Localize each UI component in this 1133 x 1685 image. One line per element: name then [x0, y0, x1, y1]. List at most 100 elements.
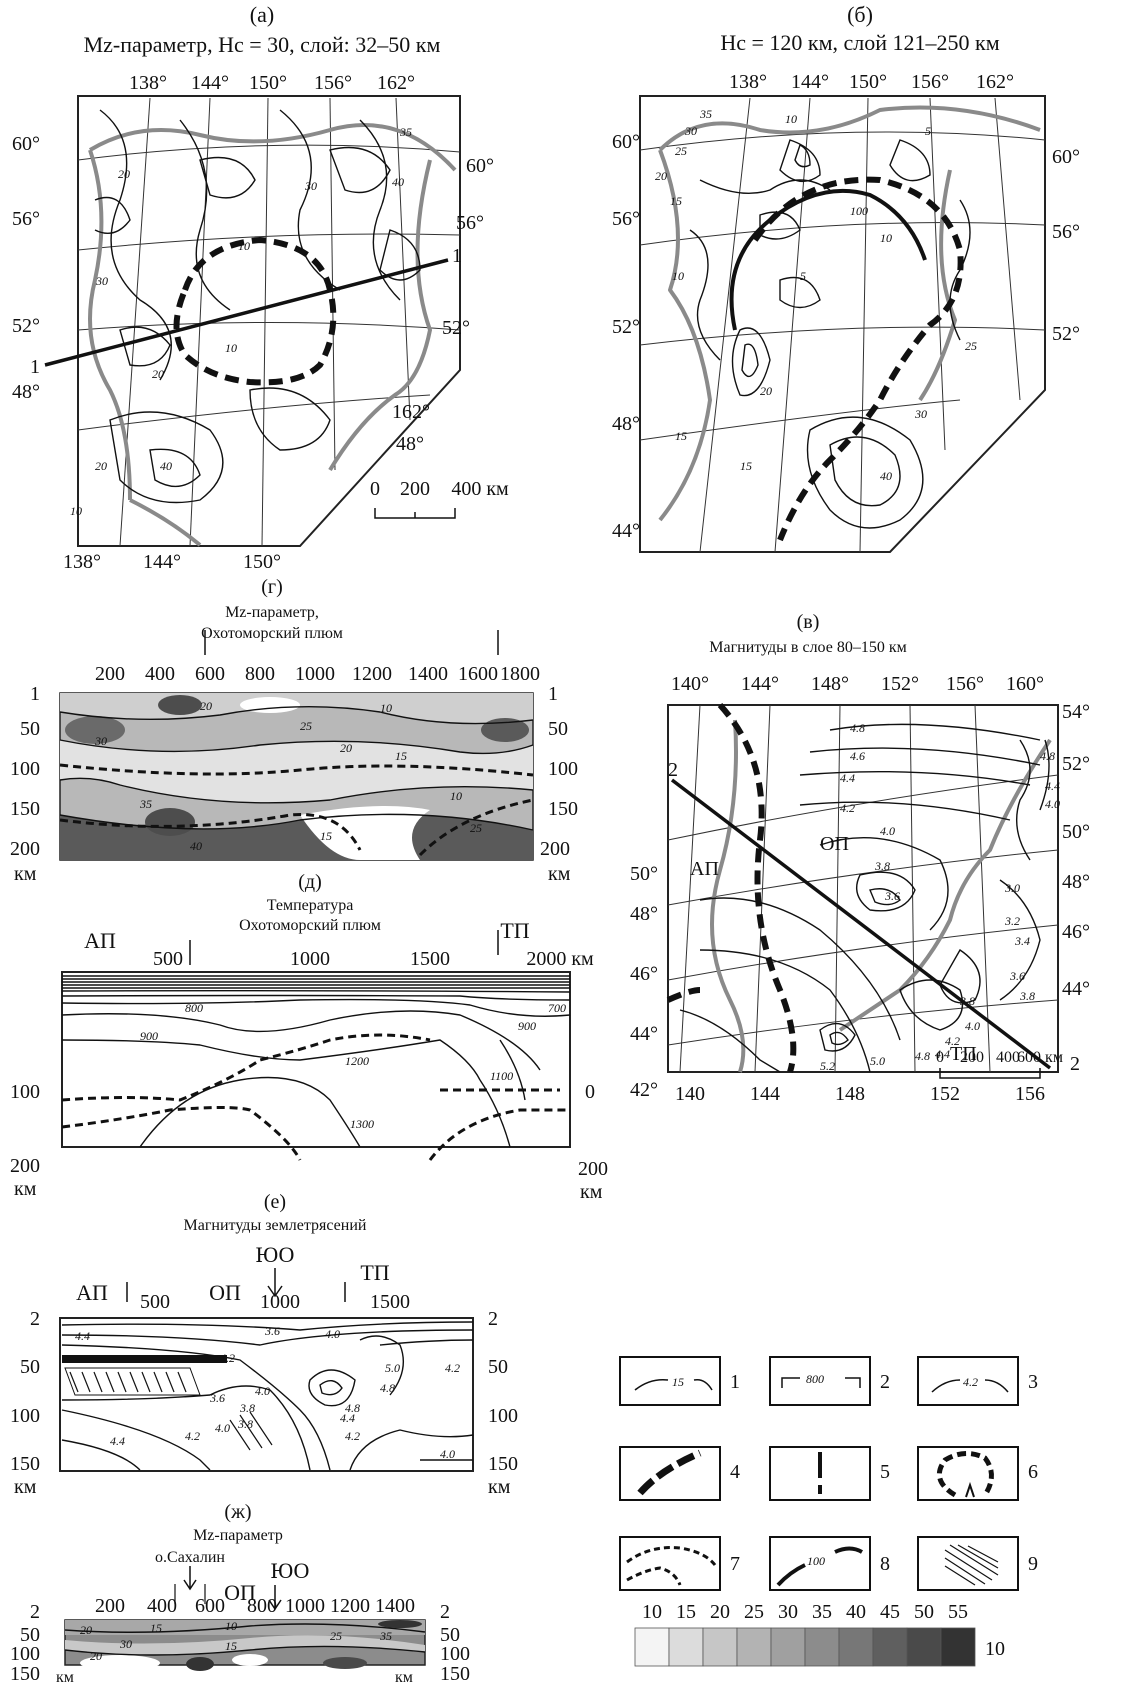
- panel-a-contour-label: 20: [95, 459, 107, 473]
- panel-g-y-tick-right: 50: [548, 718, 568, 740]
- panel-v-lon-top: 160°: [1006, 673, 1044, 695]
- legend-num-4: 4: [730, 1461, 740, 1483]
- panel-d-x-tick: 2000 км: [526, 948, 594, 970]
- legend-scale-swatch: [906, 1627, 942, 1667]
- legend-sample-1: 15: [672, 1375, 684, 1389]
- panel-a-contour-label: 40: [160, 459, 172, 473]
- panel-b-lon-top-2: 150°: [849, 71, 887, 93]
- panel-v-title: Магнитуды в слое 80–150 км: [709, 639, 907, 656]
- panel-v-profile-label-right: 2: [1070, 1053, 1080, 1075]
- legend-scale-value: 20: [710, 1601, 730, 1623]
- panel-v-lon-top: 140°: [671, 673, 709, 695]
- panel-e-contour-label: 4.2: [345, 1429, 360, 1443]
- panel-zh-y-unit-left: км: [56, 1669, 74, 1685]
- panel-e-contour-label: 3.8: [239, 1401, 255, 1415]
- panel-v-profile-line: [670, 778, 1052, 1070]
- legend-box-4: [619, 1446, 721, 1501]
- panel-e-contour-label: 4.4: [110, 1434, 125, 1448]
- panel-v-contour-label: 3.4: [1014, 934, 1030, 948]
- panel-b-lon-top-3: 156°: [911, 71, 949, 93]
- panel-d-contour-label: 1300: [350, 1117, 374, 1131]
- panel-b-lat-left-1: 56°: [612, 208, 640, 230]
- panel-e-y-tick-right: 2: [488, 1308, 498, 1330]
- panel-v-contour-label: 5.2: [820, 1059, 835, 1073]
- panel-d-y-left: 100: [10, 1081, 40, 1103]
- panel-b-contour-label: 15: [675, 429, 687, 443]
- panel-d-region-right: ТП: [500, 918, 529, 943]
- panel-b-contour-label: 35: [699, 107, 712, 121]
- panel-zh-y-unit-right: км: [395, 1669, 413, 1685]
- panel-e-region-tp: ТП: [360, 1260, 389, 1285]
- legend-grayscale: 10 15 20 25 30 35 40 45 50 55 10: [634, 1601, 1005, 1667]
- panel-b-lon-top-0: 138°: [729, 71, 767, 93]
- panel-v-contour-label: 4.4: [1045, 779, 1060, 793]
- panel-e-isolines: [61, 1321, 474, 1471]
- legend-box-8: [769, 1536, 871, 1591]
- panel-d-dashed-line: [428, 1108, 570, 1161]
- panel-g-contour-label: 40: [190, 839, 202, 853]
- panel-zh-x-tick: 800: [247, 1595, 277, 1617]
- panel-e-y-unit-left: км: [14, 1476, 37, 1498]
- panel-e-y-tick-left: 100: [10, 1405, 40, 1427]
- panel-a-lon-top-3: 156°: [314, 72, 352, 94]
- panel-a-frame: [77, 95, 461, 547]
- panel-e-contour-label: 3.8: [237, 1417, 253, 1431]
- panel-v-scale-bar: 0 200 400 600 км: [936, 1049, 1063, 1079]
- panel-e-contour-label: 4.2: [220, 1351, 235, 1365]
- panel-v-lat-left: 48°: [630, 903, 658, 925]
- panel-e-y-unit-right: км: [488, 1476, 511, 1498]
- panel-e-x-tick: 1500: [370, 1291, 410, 1313]
- panel-e-marker: ЮО: [256, 1242, 295, 1267]
- panel-a-lon-right: 162°: [392, 401, 430, 423]
- panel-b-contour-label: 25: [965, 339, 977, 353]
- panel-d-dashed-line: [61, 1106, 302, 1161]
- panel-d-x-tick: 1000: [290, 948, 330, 970]
- legend-scale-swatch: [770, 1627, 806, 1667]
- panel-v-contour-label: 4.8: [1040, 749, 1055, 763]
- panel-v-contour-label: 5.0: [870, 1054, 885, 1068]
- panel-b-lat-right-0: 60°: [1052, 146, 1080, 168]
- legend-scale-num: 10: [985, 1638, 1005, 1660]
- panel-e-contour-label: 4.4: [340, 1411, 355, 1425]
- panel-v-scale-b: 400: [996, 1049, 1020, 1066]
- panel-b-contour-label: 15: [670, 194, 682, 208]
- panel-g-contour-label: 30: [94, 734, 107, 748]
- panel-d-y-left: 200: [10, 1155, 40, 1177]
- legend-num-8: 8: [880, 1553, 890, 1575]
- panel-v-contour-label: 4.0: [880, 824, 895, 838]
- panel-a-letter: (а): [250, 2, 274, 27]
- panel-d-y-unit-right: км: [580, 1181, 603, 1203]
- panel-v-lon-bottom: 144: [750, 1083, 780, 1105]
- panel-d-x-tick: 500: [153, 948, 183, 970]
- panel-b-contour-label: 10: [785, 112, 797, 126]
- legend-box-2: [769, 1356, 871, 1406]
- legend-scale-value: 55: [948, 1601, 968, 1623]
- panel-g-y-unit-right: км: [548, 863, 571, 885]
- panel-a-contour-label: 30: [304, 179, 317, 193]
- legend-scale-swatch: [736, 1627, 772, 1667]
- panel-e-contour-label: 4.8: [345, 1401, 360, 1415]
- panel-zh-island: о.Сахалин: [155, 1549, 225, 1566]
- panel-v-region-tp: ТП: [950, 1043, 977, 1065]
- legend-num-3: 3: [1028, 1371, 1038, 1393]
- panel-b-contour-label: 20: [655, 169, 667, 183]
- panel-v-coastline: [710, 719, 1052, 1073]
- panel-a-contour-label: 20: [118, 167, 130, 181]
- panel-e-x-tick: 1000: [260, 1291, 300, 1313]
- panel-d-x-tick: 1500: [410, 948, 450, 970]
- panel-a-coastline: [88, 123, 457, 547]
- panel-e-contour-label: 4.8: [380, 1381, 395, 1395]
- panel-e-contour-label: 4.2: [185, 1429, 200, 1443]
- panel-v-scale-a: 200: [960, 1049, 984, 1066]
- panel-g-x-tick: 1400: [408, 663, 448, 685]
- panel-b-title: Hc = 120 км, слой 121–250 км: [720, 30, 999, 55]
- panel-g-contour-label: 20: [340, 741, 352, 755]
- panel-e-contour-label: 4.0: [255, 1384, 270, 1398]
- panel-b-contour-label: 20: [760, 384, 772, 398]
- legend-num-6: 6: [1028, 1461, 1038, 1483]
- panel-v-lat-right: 52°: [1062, 753, 1090, 775]
- panel-zh-contour-label: 20: [80, 1623, 92, 1637]
- panel-v-frame: [667, 704, 1059, 1073]
- panel-e-contour-label: 5.0: [385, 1361, 400, 1375]
- panel-e-contour-label: 4.0: [325, 1327, 340, 1341]
